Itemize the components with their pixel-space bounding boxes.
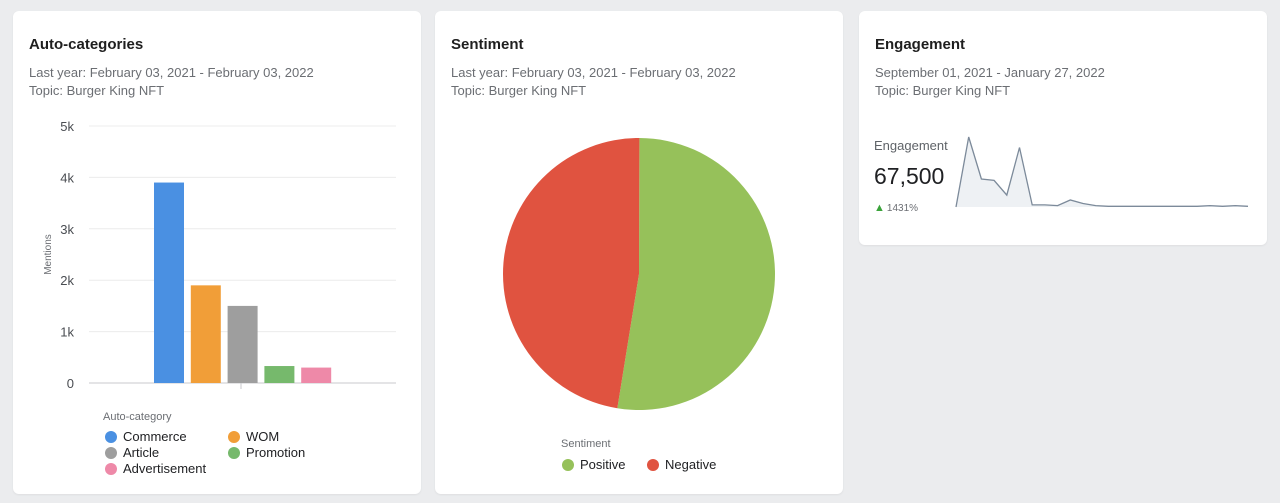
bar-article[interactable] — [227, 305, 258, 383]
bar-commerce[interactable] — [154, 182, 184, 383]
legend-label: Article — [123, 445, 160, 460]
engagement-card: Engagement September 01, 2021 - January … — [859, 11, 1267, 245]
y-tick-label: 4k — [60, 170, 74, 185]
auto-categories-title: Auto-categories — [29, 36, 144, 53]
y-tick-label: 2k — [60, 273, 74, 288]
legend-label: Promotion — [246, 445, 306, 460]
sentiment-topic: Topic: Burger King NFT — [451, 83, 587, 98]
sentiment-legend-title: Sentiment — [561, 438, 611, 450]
legend-swatch-icon — [105, 430, 117, 443]
y-axis-label: Mentions — [43, 234, 54, 275]
legend-item-commerce[interactable]: Commerce — [105, 429, 187, 444]
legend-swatch-icon — [647, 458, 659, 471]
y-tick-label: 5k — [60, 119, 74, 134]
legend-item-positive[interactable]: Positive — [562, 457, 626, 472]
engagement-delta-value: 1431% — [886, 202, 919, 214]
engagement-delta: ▲ 1431% — [874, 202, 918, 214]
sentiment-pie-chart — [503, 138, 776, 410]
arrow-up-icon: ▲ — [874, 202, 885, 214]
sentiment-date-range: Last year: February 03, 2021 - February … — [451, 65, 736, 80]
auto-categories-topic: Topic: Burger King NFT — [29, 83, 165, 98]
sparkline-area — [956, 137, 1248, 207]
y-tick-label: 1k — [60, 325, 74, 340]
pie-slice-positive[interactable] — [617, 138, 776, 410]
bar-advertisement[interactable] — [301, 367, 332, 383]
legend-item-article[interactable]: Article — [105, 445, 159, 460]
engagement-sparkline — [955, 136, 1249, 208]
legend-label: WOM — [246, 429, 280, 444]
engagement-metric-label: Engagement — [874, 138, 948, 153]
sentiment-title: Sentiment — [451, 36, 524, 53]
legend-item-promotion[interactable]: Promotion — [228, 445, 305, 460]
legend-label: Positive — [580, 457, 626, 472]
legend-item-negative[interactable]: Negative — [647, 457, 716, 472]
legend-label: Commerce — [123, 429, 187, 444]
sparkline-line — [955, 136, 1249, 208]
legend-label: Advertisement — [123, 461, 207, 476]
auto-categories-legend-title: Auto-category — [103, 411, 172, 423]
bar-promotion[interactable] — [264, 366, 295, 383]
legend-swatch-icon — [228, 446, 240, 459]
legend-swatch-icon — [562, 458, 574, 471]
engagement-date-range: September 01, 2021 - January 27, 2022 — [875, 65, 1105, 80]
auto-categories-date-range: Last year: February 03, 2021 - February … — [29, 65, 314, 80]
legend-label: Negative — [665, 457, 717, 472]
legend-item-wom[interactable]: WOM — [228, 429, 279, 444]
sentiment-card: Sentiment Last year: February 03, 2021 -… — [435, 11, 843, 494]
legend-item-advertisement[interactable]: Advertisement — [105, 461, 206, 476]
engagement-topic: Topic: Burger King NFT — [875, 83, 1011, 98]
pie-slice-negative[interactable] — [503, 138, 640, 409]
engagement-metric-value: 67,500 — [874, 163, 945, 189]
y-tick-label: 0 — [67, 376, 74, 391]
auto-categories-bar-chart: 0 1k 2k 3k 4k 5k Mentions — [43, 119, 396, 391]
bar-wom[interactable] — [190, 285, 221, 383]
legend-swatch-icon — [105, 462, 117, 475]
legend-swatch-icon — [105, 446, 117, 459]
engagement-title: Engagement — [875, 36, 966, 53]
y-tick-label: 3k — [60, 222, 74, 237]
auto-categories-card: Auto-categories Last year: February 03, … — [13, 11, 421, 494]
legend-swatch-icon — [228, 430, 240, 443]
